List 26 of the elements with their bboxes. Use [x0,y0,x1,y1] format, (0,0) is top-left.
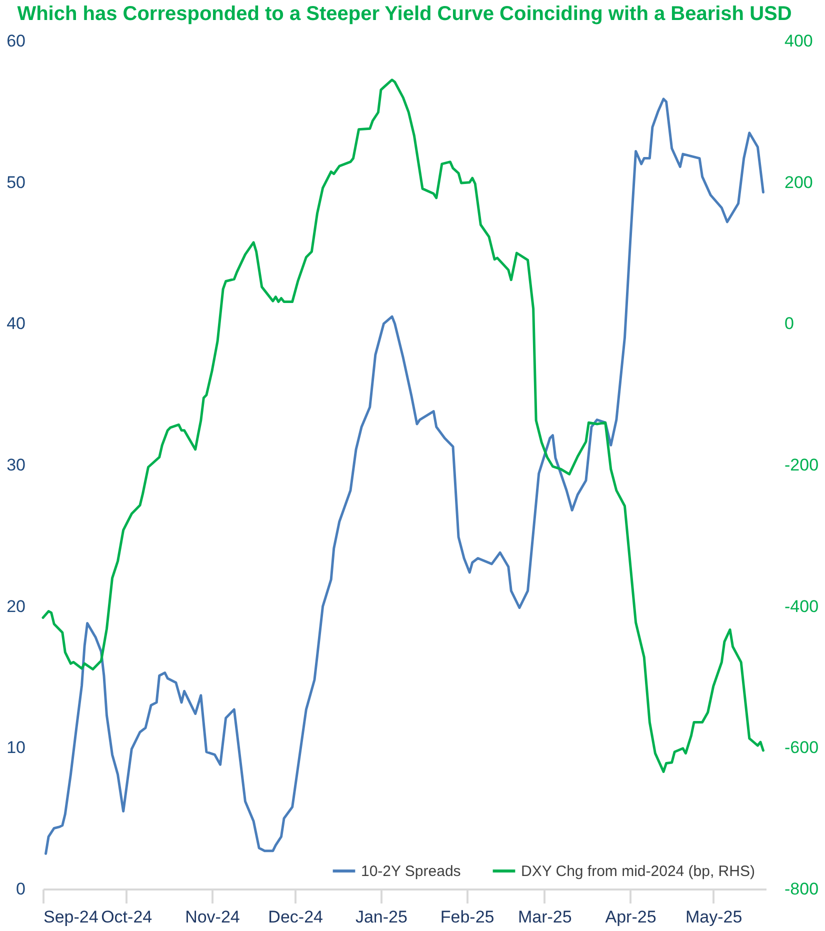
y-tick-label: 0 [16,880,26,898]
y2-tick-label: -200 [784,456,819,474]
x-tick-label: May-25 [686,908,742,926]
x-tick-label: Oct-24 [101,908,152,926]
y2-tick-label: -600 [784,738,819,758]
y-tick-label: 60 [6,32,26,50]
x-tick-label: Feb-25 [440,908,494,926]
x-tick-label: Mar-25 [518,908,572,926]
x-tick-label: Jan-25 [355,908,408,926]
y-tick-label: 20 [6,596,26,616]
y2-tick-label: -400 [784,596,819,616]
legend-label: 10-2Y Spreads [361,863,461,880]
x-tick-label: Apr-25 [605,908,656,926]
y2-tick-label: -800 [784,880,819,898]
y-tick-label: 40 [6,314,26,334]
x-tick-label: Dec-24 [268,908,323,926]
y-tick-label: 10 [6,738,26,758]
y-tick-label: 30 [6,456,26,474]
y2-tick-label: 0 [784,314,794,334]
y2-tick-label: 200 [784,172,813,192]
legend-label: DXY Chg from mid-2024 (bp, RHS) [521,863,755,880]
y-tick-label: 50 [6,172,26,192]
x-tick-label: Sep-24 [44,908,98,926]
chart-title: Which has Corresponded to a Steeper Yield Curve Coinciding with a Bearish USD [17,3,792,25]
y2-tick-label: 400 [784,32,813,50]
x-tick-label: Nov-24 [185,908,240,926]
